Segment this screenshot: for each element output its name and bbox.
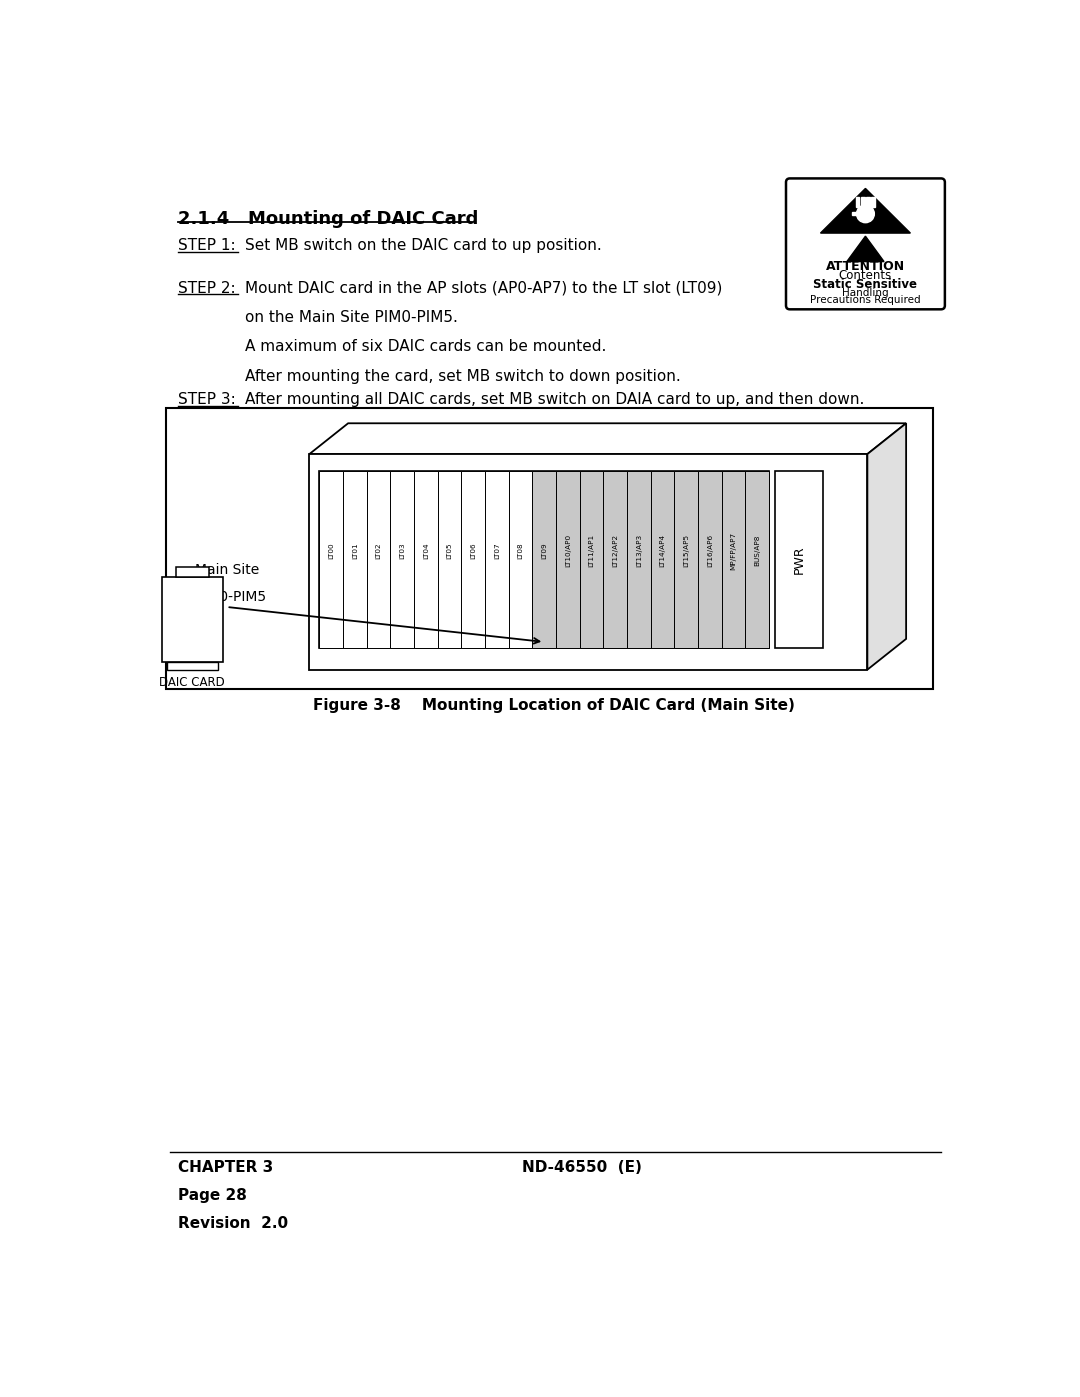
Text: LT08: LT08 (517, 542, 524, 559)
Bar (309, 454, 867, 669)
Bar (580, 471, 604, 648)
Text: STEP 1:: STEP 1: (177, 239, 235, 253)
Bar (556, 471, 580, 648)
Polygon shape (867, 423, 906, 669)
Bar (485, 471, 509, 648)
Bar (872, 197, 875, 207)
Text: Main Site: Main Site (195, 563, 259, 577)
Bar (674, 471, 698, 648)
Bar (367, 471, 391, 648)
Bar (745, 471, 769, 648)
Text: Static Sensitive: Static Sensitive (813, 278, 917, 291)
Bar (855, 197, 860, 207)
Text: After mounting all DAIC cards, set MB switch on DAIA card to up, and then down.: After mounting all DAIC cards, set MB sw… (245, 393, 864, 408)
Text: ND-46550  (E): ND-46550 (E) (523, 1160, 643, 1175)
Text: 2.1.4   Mounting of DAIC Card: 2.1.4 Mounting of DAIC Card (177, 210, 478, 228)
Bar (775, 471, 823, 648)
Text: Revision  2.0: Revision 2.0 (177, 1215, 287, 1231)
Bar (604, 471, 627, 648)
Text: Precautions Required: Precautions Required (810, 295, 921, 305)
Text: LT06: LT06 (470, 542, 476, 559)
Bar (650, 471, 674, 648)
Polygon shape (847, 236, 885, 261)
Bar (320, 471, 769, 648)
Bar (461, 471, 485, 648)
Text: LT05: LT05 (446, 542, 453, 559)
Bar (414, 471, 437, 648)
Text: LT16/AP6: LT16/AP6 (706, 534, 713, 567)
Text: After mounting the card, set MB switch to down position.: After mounting the card, set MB switch t… (245, 369, 680, 384)
Text: Contents: Contents (839, 270, 892, 282)
Text: CHAPTER 3: CHAPTER 3 (177, 1160, 273, 1175)
Text: PIM0-PIM5: PIM0-PIM5 (195, 590, 267, 604)
Bar (509, 471, 532, 648)
Bar (698, 471, 721, 648)
Bar (532, 471, 556, 648)
Text: Mount DAIC card in the AP slots (AP0-AP7) to the LT slot (LT09): Mount DAIC card in the AP slots (AP0-AP7… (245, 281, 723, 296)
Text: LT11/AP1: LT11/AP1 (589, 534, 594, 567)
Text: LT02: LT02 (376, 542, 381, 559)
Text: Handling: Handling (842, 288, 889, 298)
Text: Page 28: Page 28 (177, 1187, 246, 1203)
Bar (166, 662, 218, 671)
Bar (852, 212, 860, 215)
Text: LT00: LT00 (328, 542, 335, 559)
Bar (861, 197, 865, 207)
Bar (320, 471, 343, 648)
Bar (176, 567, 208, 577)
Text: Figure 3-8    Mounting Location of DAIC Card (Main Site): Figure 3-8 Mounting Location of DAIC Car… (312, 698, 795, 714)
Text: Set MB switch on the DAIC card to up position.: Set MB switch on the DAIC card to up pos… (245, 239, 602, 253)
Bar (391, 471, 414, 648)
Text: A maximum of six DAIC cards can be mounted.: A maximum of six DAIC cards can be mount… (245, 339, 607, 355)
Text: MP/FP/AP7: MP/FP/AP7 (730, 532, 737, 570)
Text: LT07: LT07 (494, 542, 500, 559)
Text: ATTENTION: ATTENTION (826, 260, 905, 274)
Text: LT14/AP4: LT14/AP4 (660, 534, 665, 567)
Text: PWR: PWR (793, 545, 806, 574)
Text: STEP 3:: STEP 3: (177, 393, 235, 408)
Text: DAIC CARD: DAIC CARD (160, 676, 226, 689)
Text: LT04: LT04 (423, 542, 429, 559)
Bar (627, 471, 650, 648)
Text: LT12/AP2: LT12/AP2 (612, 534, 618, 567)
Text: LT10/AP0: LT10/AP0 (565, 534, 571, 567)
Bar (343, 471, 367, 648)
Bar (162, 577, 222, 662)
Circle shape (856, 205, 875, 222)
Text: LT15/AP5: LT15/AP5 (684, 534, 689, 567)
Bar (437, 471, 461, 648)
Text: BUS/AP8: BUS/AP8 (754, 535, 760, 566)
Text: LT03: LT03 (400, 542, 405, 559)
Bar (166, 408, 933, 689)
Bar (866, 197, 869, 207)
Polygon shape (309, 423, 906, 454)
Text: LT13/AP3: LT13/AP3 (636, 534, 642, 567)
Text: LT01: LT01 (352, 542, 357, 559)
FancyBboxPatch shape (786, 179, 945, 309)
Text: LT09: LT09 (541, 542, 548, 559)
Text: on the Main Site PIM0-PIM5.: on the Main Site PIM0-PIM5. (245, 310, 458, 326)
Bar (721, 471, 745, 648)
Polygon shape (821, 189, 910, 233)
Text: STEP 2:: STEP 2: (177, 281, 235, 296)
